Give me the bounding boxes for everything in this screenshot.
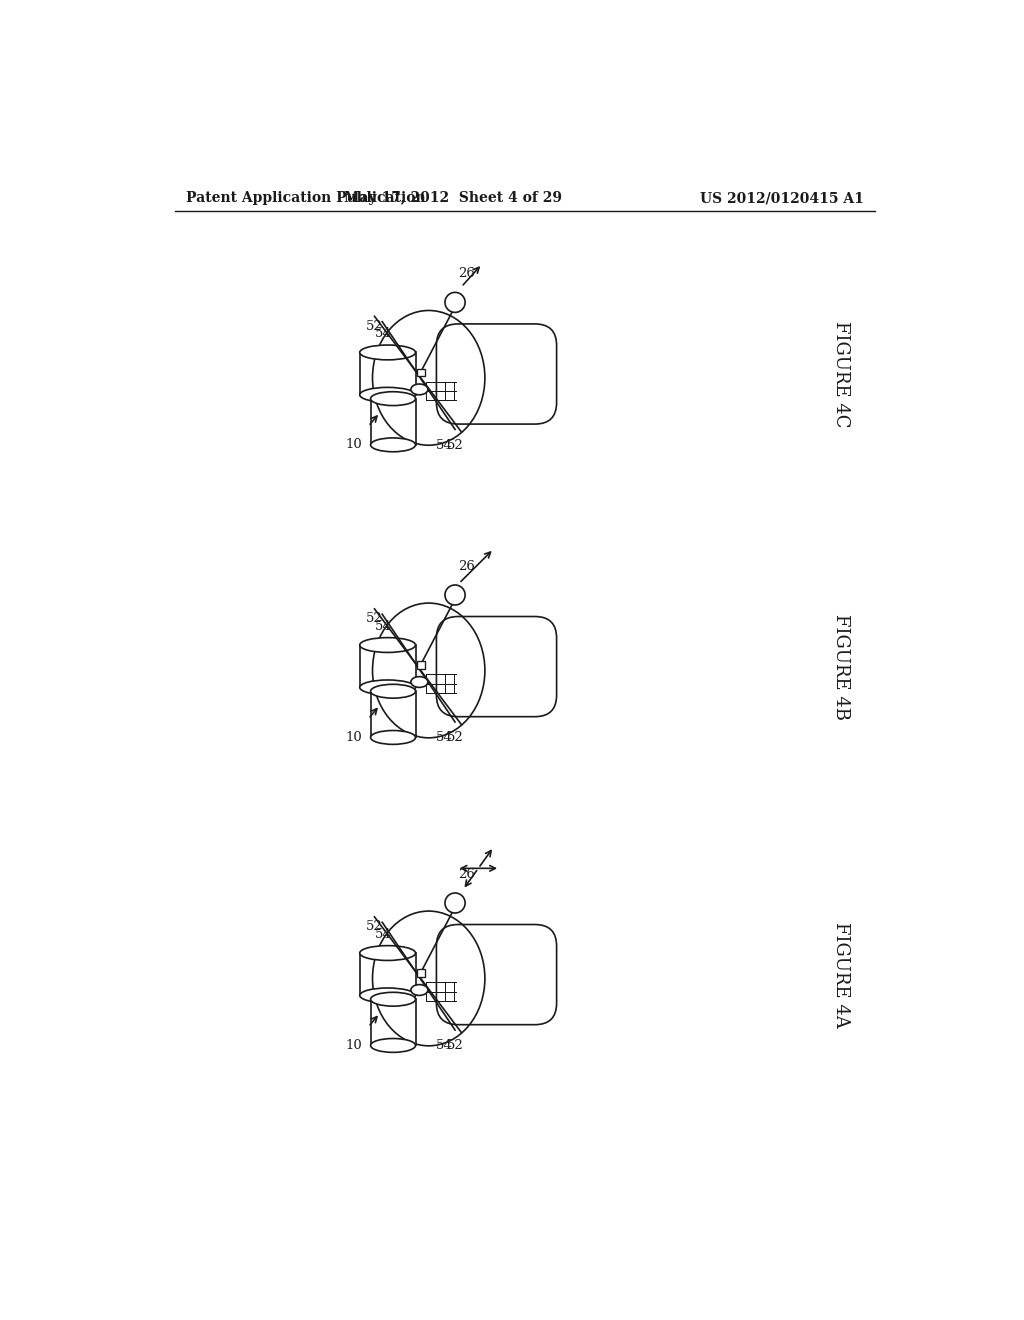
- Ellipse shape: [371, 392, 416, 405]
- Ellipse shape: [359, 387, 416, 403]
- Text: 52: 52: [446, 731, 464, 744]
- Text: 10: 10: [346, 1039, 362, 1052]
- Text: 54: 54: [436, 1039, 453, 1052]
- Bar: [417, 368, 425, 376]
- Circle shape: [445, 293, 465, 313]
- Bar: [417, 969, 425, 977]
- Text: Patent Application Publication: Patent Application Publication: [186, 191, 426, 206]
- Ellipse shape: [359, 987, 416, 1003]
- Ellipse shape: [359, 345, 416, 360]
- Ellipse shape: [359, 945, 416, 961]
- Text: 54: 54: [375, 928, 391, 941]
- Text: 52: 52: [446, 438, 464, 451]
- Text: 52: 52: [446, 1039, 464, 1052]
- Ellipse shape: [371, 684, 416, 698]
- Text: 54: 54: [375, 327, 391, 341]
- Text: 26: 26: [458, 268, 475, 280]
- Bar: [417, 661, 425, 669]
- Text: 52: 52: [366, 920, 382, 933]
- Text: 54: 54: [436, 438, 453, 451]
- Text: 10: 10: [346, 730, 362, 743]
- Text: FIGURE 4B: FIGURE 4B: [831, 614, 850, 719]
- Ellipse shape: [411, 384, 428, 395]
- Ellipse shape: [371, 438, 416, 451]
- Text: 54: 54: [375, 620, 391, 634]
- Circle shape: [445, 892, 465, 913]
- Text: US 2012/0120415 A1: US 2012/0120415 A1: [700, 191, 864, 206]
- Ellipse shape: [371, 993, 416, 1006]
- Text: 26: 26: [458, 869, 475, 880]
- Ellipse shape: [371, 730, 416, 744]
- Ellipse shape: [411, 985, 428, 995]
- Ellipse shape: [371, 1039, 416, 1052]
- Text: 54: 54: [436, 731, 453, 744]
- Circle shape: [445, 585, 465, 605]
- FancyBboxPatch shape: [436, 924, 557, 1024]
- Ellipse shape: [359, 680, 416, 694]
- Text: FIGURE 4C: FIGURE 4C: [831, 321, 850, 428]
- Text: 52: 52: [366, 319, 382, 333]
- FancyBboxPatch shape: [436, 323, 557, 424]
- Text: 52: 52: [366, 612, 382, 626]
- Ellipse shape: [359, 638, 416, 652]
- Ellipse shape: [411, 677, 428, 688]
- Text: FIGURE 4A: FIGURE 4A: [831, 921, 850, 1027]
- Text: 10: 10: [346, 438, 362, 451]
- Text: 26: 26: [458, 560, 475, 573]
- Text: May 17, 2012  Sheet 4 of 29: May 17, 2012 Sheet 4 of 29: [344, 191, 562, 206]
- FancyBboxPatch shape: [436, 616, 557, 717]
